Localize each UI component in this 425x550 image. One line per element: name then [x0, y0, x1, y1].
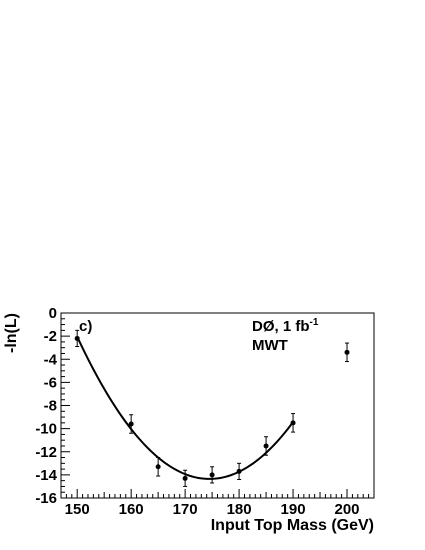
data-marker	[236, 468, 242, 474]
data-marker	[182, 475, 188, 481]
y-tick-label: -2	[44, 328, 57, 345]
experiment-label-sup: -1	[310, 317, 319, 328]
x-tick-label: 200	[335, 501, 360, 518]
data-point	[236, 462, 242, 480]
data-point	[74, 329, 80, 348]
x-tick-label: 180	[227, 501, 252, 518]
data-marker	[128, 421, 134, 427]
plot-frame	[60, 312, 375, 499]
y-tick-label: -4	[44, 351, 58, 368]
data-marker	[74, 335, 80, 341]
x-tick-label: 170	[173, 501, 198, 518]
y-axis-title: -ln(L)	[3, 313, 20, 353]
y-tick-label: -8	[44, 398, 57, 415]
data-point	[182, 469, 188, 487]
fit-curve	[76, 336, 294, 480]
axis-ticks	[60, 312, 375, 499]
y-tick-label: 0	[49, 305, 57, 322]
data-marker	[290, 420, 296, 426]
data-marker	[155, 464, 161, 470]
y-tick-label: -10	[35, 421, 57, 438]
data-point	[155, 457, 161, 477]
x-tick-label: 160	[119, 501, 144, 518]
x-tick-label: 190	[281, 501, 306, 518]
data-point	[290, 413, 296, 433]
data-point	[209, 466, 215, 484]
y-tick-label: -16	[35, 490, 57, 507]
data-point	[263, 436, 269, 456]
data-point	[128, 414, 134, 434]
y-tick-label: -6	[44, 374, 57, 391]
data-marker	[209, 472, 215, 478]
data-points	[74, 329, 350, 487]
method-label: MWT	[252, 337, 288, 354]
experiment-label-main: DØ, 1 fb	[252, 318, 310, 335]
data-marker	[263, 443, 269, 449]
x-axis-title: Input Top Mass (GeV)	[211, 517, 374, 534]
data-marker	[344, 349, 350, 355]
y-tick-label: -14	[35, 467, 57, 484]
data-point	[344, 342, 350, 363]
y-tick-label: -12	[35, 444, 57, 461]
experiment-label: DØ, 1 fb-1	[252, 317, 319, 335]
axis-tick-labels: 150 160 170 180 190 200 0 -2 -4 -6 -8 -10 -12 -14 -16	[35, 305, 359, 518]
x-tick-label: 150	[65, 501, 90, 518]
panel-label: c)	[79, 318, 92, 335]
